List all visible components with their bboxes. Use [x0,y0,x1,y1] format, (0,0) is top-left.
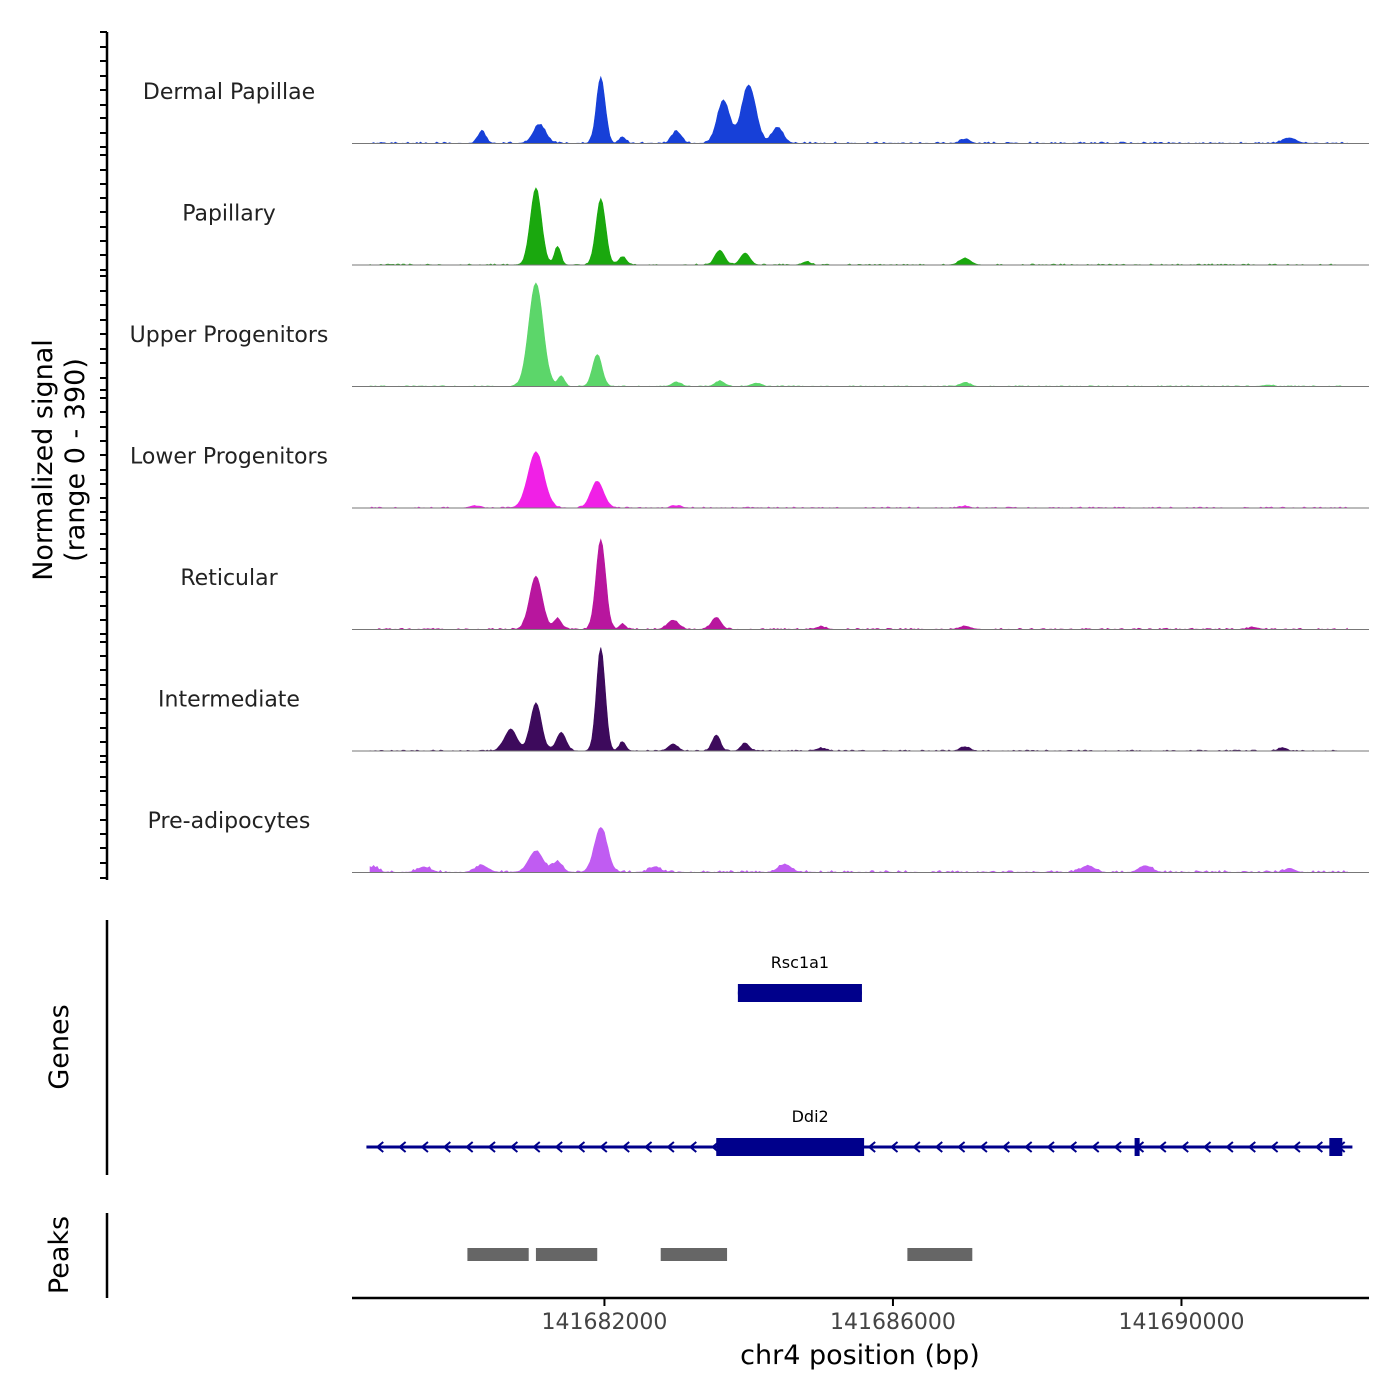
strand-arrow [1292,1141,1301,1153]
signal-area [369,451,1348,509]
peak-region [907,1248,973,1261]
strand-arrow [599,1141,608,1153]
track-label: Dermal Papillae [143,80,315,105]
strand-arrow [576,1141,586,1153]
strand-arrow [1091,1141,1100,1153]
track-dermal-papillae: Dermal Papillae [143,75,1369,144]
strand-arrow [532,1141,541,1153]
strand-arrow [487,1141,496,1153]
exon [1134,1138,1140,1156]
x-tick-label: 141682000 [541,1310,667,1335]
exon [737,984,862,1002]
peaks-track-label: Peaks [44,1216,75,1294]
x-axis-label: chr4 position (bp) [740,1340,980,1371]
track-upper-progenitors: Upper Progenitors [130,282,1369,387]
track-intermediate: Intermediate [158,647,1369,752]
strand-arrow [1225,1141,1234,1153]
x-tick-label: 141686000 [830,1310,956,1335]
strand-arrow [1180,1141,1189,1153]
gene-label: Rsc1a1 [771,953,829,972]
strand-arrow [934,1141,943,1153]
track-papillary: Papillary [182,187,1369,266]
strand-arrow [889,1141,899,1153]
strand-arrow [1113,1141,1122,1153]
strand-arrow [688,1141,697,1153]
track-label: Upper Progenitors [130,323,329,348]
peak-region [467,1248,529,1261]
strand-arrow [1046,1141,1055,1153]
strand-arrow [1314,1141,1323,1153]
track-label: Intermediate [158,688,300,713]
signal-area [369,827,1348,873]
y-axis-label-line1: Normalized signal [28,339,59,581]
strand-arrow [1158,1141,1167,1153]
signal-area [369,538,1348,630]
peak-region [535,1248,598,1261]
x-axis: 141682000 141686000 141690000 chr4 positio… [352,1296,1369,1371]
track-reticular: Reticular [180,538,1369,630]
strand-arrow [465,1141,474,1153]
strand-arrow [643,1141,653,1153]
track-label: Papillary [182,202,276,227]
signal-y-axis [100,31,109,880]
track-label: Pre-adipocytes [148,809,311,834]
gene-label: Ddi2 [792,1107,829,1126]
strand-arrow [867,1141,876,1153]
signal-tracks: Dermal Papillae Papillary Upper Progenitor… [130,75,1369,873]
strand-arrow [1001,1141,1010,1153]
track-label: Lower Progenitors [130,445,328,470]
gene-ddi2: Ddi2 [366,1107,1353,1156]
strand-arrow [442,1141,451,1153]
peaks-track: Peaks [44,1213,973,1298]
track-label: Reticular [180,566,278,591]
strand-arrow [1247,1141,1256,1153]
strand-arrow [509,1141,519,1153]
strand-arrow [554,1141,563,1153]
signal-area [369,187,1348,266]
peak-region [660,1248,728,1261]
genes-track: Genes Rsc1a1 Ddi2 [44,920,1353,1175]
strand-arrow [957,1141,966,1153]
strand-arrow [1068,1141,1078,1153]
signal-area [369,282,1348,387]
strand-arrow [420,1141,429,1153]
exon [716,1138,865,1156]
y-axis-label-line2: (range 0 - 390) [60,358,91,562]
strand-arrow [621,1141,630,1153]
x-tick-label: 141690000 [1118,1310,1244,1335]
signal-area [369,647,1348,752]
strand-arrow [1024,1141,1033,1153]
track-pre-adipocytes: Pre-adipocytes [148,809,1369,873]
strand-arrow [375,1141,384,1153]
strand-arrow [1202,1141,1212,1153]
strand-arrow [979,1141,988,1153]
gene-rsc1a1: Rsc1a1 [737,953,862,1002]
genes-track-label: Genes [44,1004,75,1089]
track-lower-progenitors: Lower Progenitors [130,445,1369,509]
exon [1329,1138,1343,1156]
signal-area [369,75,1348,144]
strand-arrow [1270,1141,1279,1153]
strand-arrow [666,1141,675,1153]
strand-arrow [398,1141,407,1153]
strand-arrow [912,1141,921,1153]
